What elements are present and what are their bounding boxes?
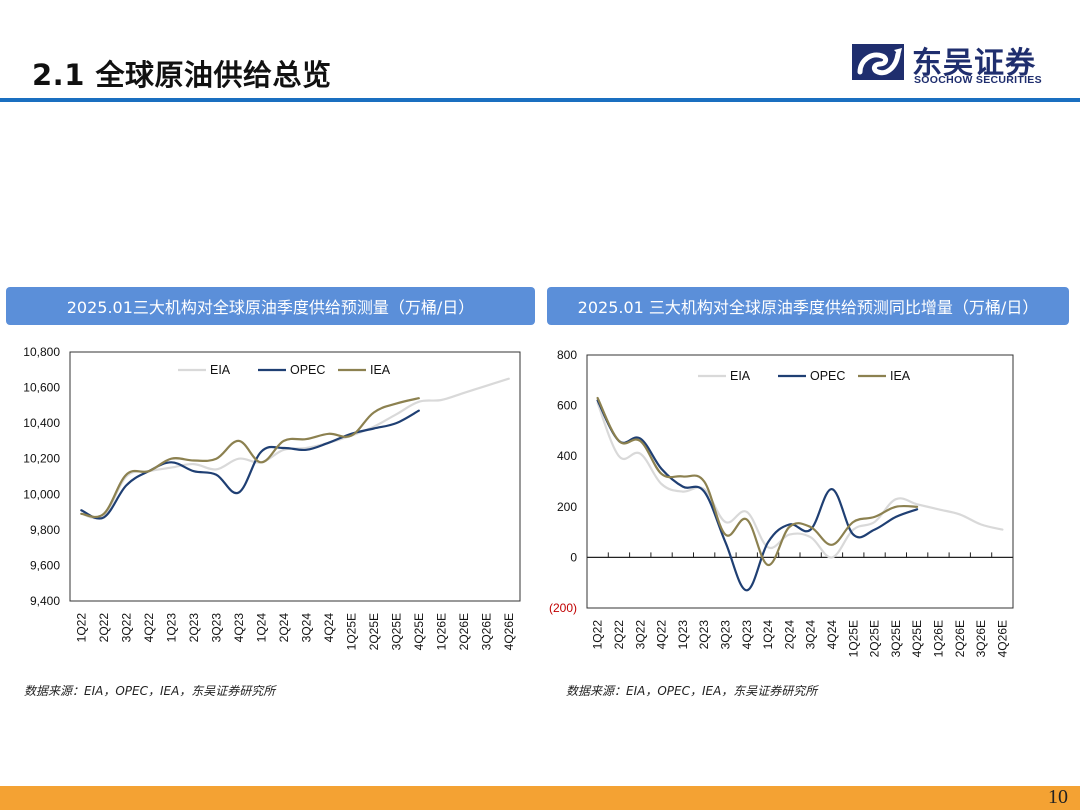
x-tick-label: 4Q26E [995,620,1009,657]
logo-english-name: SOOCHOW SECURITIES [914,74,1042,86]
right-data-source: 数据来源：EIA，OPEC，IEA，东吴证券研究所 [566,684,818,698]
left-supply-chart: 10,800 10,600 10,400 10,200 10,000 9,800 9,600… [23,345,521,650]
x-tick-label: 3Q24 [299,613,313,643]
x-tick-label: 3Q24 [804,620,818,650]
page-title: 2.1 全球原油供给总览 [32,58,332,92]
x-tick-label: 1Q22 [74,613,88,643]
title-divider [0,98,1080,102]
company-logo: 东吴证券 SOOCHOW SECURITIES [848,40,1058,88]
y-tick-label: 9,400 [30,594,60,608]
left-data-source: 数据来源：EIA，OPEC，IEA，东吴证券研究所 [24,684,276,698]
y-tick-label: 10,600 [23,381,60,395]
x-tick-label: 4Q25E [910,620,924,657]
page-number: 10 [1048,786,1068,808]
x-tick-label: 4Q26E [502,613,516,650]
x-tick-label: 2Q26E [457,613,471,650]
x-tick-label: 4Q24 [825,620,839,650]
x-tick-label: 1Q23 [676,620,690,650]
x-tick-label: 3Q22 [119,613,133,643]
x-tick-label: 4Q23 [232,613,246,643]
legend-label-eia: EIA [210,363,231,377]
y-tick-label: 9,800 [30,523,60,537]
x-tick-label: 2Q25E [868,620,882,657]
x-tick-label: 1Q26E [931,620,945,657]
y-tick-label: 800 [557,348,577,362]
x-tick-label: 2Q24 [782,620,796,650]
x-tick-label: 3Q26E [974,620,988,657]
left-chart-header: 2025.01三大机构对全球原油季度供给预测量（万桶/日） [6,287,535,325]
legend-label-eia: EIA [730,369,751,383]
y-tick-label: 10,200 [23,452,60,466]
x-tick-label: 3Q25E [889,620,903,657]
right-yoy-change-chart: 800 600 400 200 0 (200) 1Q22 2Q22 3Q22 4Q22 1Q23 2Q… [549,348,1014,657]
x-tick-label: 2Q25E [367,613,381,650]
x-tick-label: 3Q23 [209,613,223,643]
plot-frame [586,354,1014,609]
y-tick-label: 600 [557,399,577,413]
x-tick-label: 3Q23 [718,620,732,650]
x-tick-label: 2Q23 [697,620,711,650]
x-tick-label: 3Q26E [479,613,493,650]
legend-label-iea: IEA [890,369,911,383]
soochow-logo-icon [852,44,904,80]
x-tick-label: 1Q25E [344,613,358,650]
y-tick-label: (200) [549,601,577,615]
x-tick-label: 3Q22 [633,620,647,650]
legend-label-iea: IEA [370,363,391,377]
y-tick-label: 10,000 [23,487,60,501]
y-tick-label: 9,600 [30,558,60,572]
x-tick-label: 2Q24 [277,613,291,643]
right-chart-header: 2025.01 三大机构对全球原油季度供给预测同比增量（万桶/日） [547,287,1069,325]
x-tick-label: 1Q26E [434,613,448,650]
series-line-opec [596,399,919,592]
x-tick-label: 2Q23 [187,613,201,643]
x-tick-label: 4Q22 [655,620,669,650]
y-tick-label: 200 [557,500,577,514]
plot-frame [69,351,521,602]
x-tick-label: 1Q24 [254,613,268,643]
x-tick-label: 4Q23 [740,620,754,650]
x-tick-label: 2Q22 [97,613,111,643]
x-tick-label: 2Q26E [953,620,967,657]
x-tick-label: 4Q22 [142,613,156,643]
x-tick-label: 4Q25E [412,613,426,650]
y-tick-label: 400 [557,449,577,463]
x-tick-label: 1Q25E [846,620,860,657]
logo-chinese-name: 东吴证券 [912,46,1036,81]
series-line-iea [80,397,420,519]
x-tick-label: 1Q22 [591,620,605,650]
legend-label-opec: OPEC [290,363,325,377]
series-line-opec [80,409,420,520]
series-line-eia [596,402,1004,559]
series-line-iea [596,396,919,567]
x-tick-label: 4Q24 [322,613,336,643]
x-tick-label: 3Q25E [389,613,403,650]
footer-bar [0,786,1080,810]
x-tick-label: 1Q23 [164,613,178,643]
legend-label-opec: OPEC [810,369,845,383]
x-tick-label: 2Q22 [612,620,626,650]
y-tick-label: 10,400 [23,416,60,430]
y-tick-label: 0 [570,550,577,564]
x-tick-label: 1Q24 [761,620,775,650]
y-tick-label: 10,800 [23,345,60,359]
